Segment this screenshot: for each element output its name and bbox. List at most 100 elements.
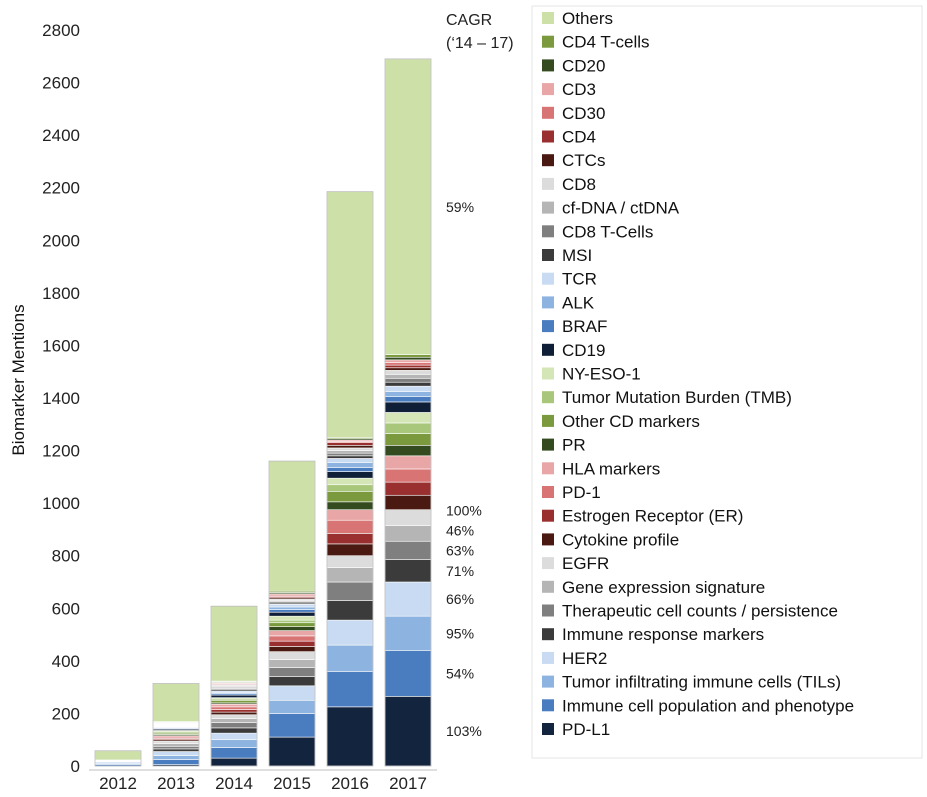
legend-item: PR xyxy=(542,436,586,455)
y-tick-label: 2800 xyxy=(42,21,80,40)
bar-segment xyxy=(210,732,258,741)
bar-segment xyxy=(268,646,316,652)
bar-segment xyxy=(384,374,432,379)
legend-swatch xyxy=(542,12,554,24)
legend-label: TCR xyxy=(562,270,597,289)
legend-item: Tumor infiltrating immune cells (TILs) xyxy=(542,673,841,692)
cagr-label: 103% xyxy=(446,723,482,739)
x-tick-label: 2017 xyxy=(389,774,427,793)
bar-segment xyxy=(268,630,316,637)
bar-segment xyxy=(384,650,432,697)
legend-item: CD4 T-cells xyxy=(542,33,650,52)
bar-segment xyxy=(326,509,374,521)
x-tick-label: 2015 xyxy=(273,774,311,793)
legend-swatch xyxy=(542,604,554,617)
legend-label: PR xyxy=(562,436,586,455)
legend-swatch xyxy=(542,557,554,570)
legend-label: BRAF xyxy=(562,317,607,336)
legend-item: NY-ESO-1 xyxy=(542,365,641,384)
bar-segment xyxy=(210,727,258,734)
bar-segment xyxy=(384,494,432,511)
bar-segment xyxy=(268,635,316,642)
y-tick-label: 800 xyxy=(52,547,80,566)
legend-swatch xyxy=(542,533,554,546)
y-tick-label: 2400 xyxy=(42,126,80,145)
bar-segment xyxy=(326,445,374,449)
bar-stack-2013 xyxy=(152,683,200,767)
bar-segment xyxy=(268,606,316,610)
cagr-header-line-2: (‘14 – 17) xyxy=(446,35,514,52)
bar-segment xyxy=(210,757,258,767)
cagr-label: 100% xyxy=(446,502,482,518)
bar-segment xyxy=(268,713,316,738)
bar-segment xyxy=(268,611,316,617)
bar-segment xyxy=(152,740,200,744)
legend-label: CTCs xyxy=(562,151,605,170)
bar-segment xyxy=(384,525,432,542)
x-tick-label: 2013 xyxy=(157,774,195,793)
legend-swatch xyxy=(542,723,554,735)
legend-item: Therapeutic cell counts / persistence xyxy=(542,602,838,621)
legend-item: CD3 xyxy=(542,80,596,99)
bar-segment xyxy=(268,676,316,687)
bar-segment xyxy=(210,739,258,748)
legend-item: CD19 xyxy=(542,341,605,360)
legend-item: Estrogen Receptor (ER) xyxy=(542,507,743,526)
legend-label: Tumor infiltrating immune cells (TILs) xyxy=(562,673,841,692)
legend-label: MSI xyxy=(562,246,592,265)
legend-label: Gene expression signature xyxy=(562,578,765,597)
cagr-label: 63% xyxy=(446,542,474,558)
y-axis-title: Biomarker Mentions xyxy=(9,304,28,455)
legend-item: PD-L1 xyxy=(542,720,610,739)
y-tick-label: 2200 xyxy=(42,179,80,198)
legend-swatch xyxy=(542,59,554,72)
bar-segment xyxy=(384,433,432,446)
bar-outline xyxy=(268,460,316,767)
legend-item: Gene expression signature xyxy=(542,578,765,597)
legend-item: HLA markers xyxy=(542,459,660,478)
bar-segment xyxy=(268,699,316,714)
bar-segment xyxy=(326,706,374,767)
bar-segment xyxy=(152,745,200,750)
bar-stack-2017 xyxy=(384,58,432,767)
bar-segment xyxy=(384,455,432,470)
bars xyxy=(94,58,432,767)
bar-segment xyxy=(326,519,374,534)
legend-label: HLA markers xyxy=(562,459,660,478)
legend-swatch xyxy=(542,486,554,498)
legend-label: Cytokine profile xyxy=(562,530,679,549)
legend-swatch xyxy=(542,462,554,475)
legend-swatch xyxy=(542,675,554,688)
bar-segment xyxy=(384,481,432,496)
bar-segment xyxy=(268,615,316,621)
bar-segment xyxy=(326,543,374,557)
bar-segment xyxy=(268,626,316,631)
bar-segment xyxy=(384,364,432,369)
bar-segment xyxy=(384,401,432,413)
legend-item: CD30 xyxy=(542,104,605,123)
bar-segment xyxy=(210,714,258,719)
bar-segment xyxy=(384,540,432,560)
bar-segment xyxy=(268,609,316,613)
legend-box xyxy=(531,5,923,759)
bar-segment xyxy=(326,644,374,672)
bar-segment xyxy=(210,694,258,698)
legend-item: Cytokine profile xyxy=(542,530,679,549)
legend-swatch xyxy=(542,580,554,593)
bar-segment xyxy=(326,671,374,708)
bar-segment xyxy=(384,696,432,767)
cagr-label: 66% xyxy=(446,591,474,607)
bar-segment xyxy=(326,452,374,457)
legend-item: TCR xyxy=(542,270,597,289)
legend-swatch xyxy=(542,296,554,309)
legend-label: Therapeutic cell counts / persistence xyxy=(562,602,838,621)
legend-item: ALK xyxy=(542,293,595,312)
bar-segment xyxy=(210,605,258,682)
bar-segment xyxy=(326,191,374,438)
bar-segment xyxy=(152,751,200,756)
legend-swatch xyxy=(542,438,554,451)
cagr-label: 54% xyxy=(446,665,474,681)
x-tick-label: 2014 xyxy=(215,774,253,793)
legend-swatch xyxy=(542,130,554,143)
bar-segment xyxy=(326,555,374,568)
